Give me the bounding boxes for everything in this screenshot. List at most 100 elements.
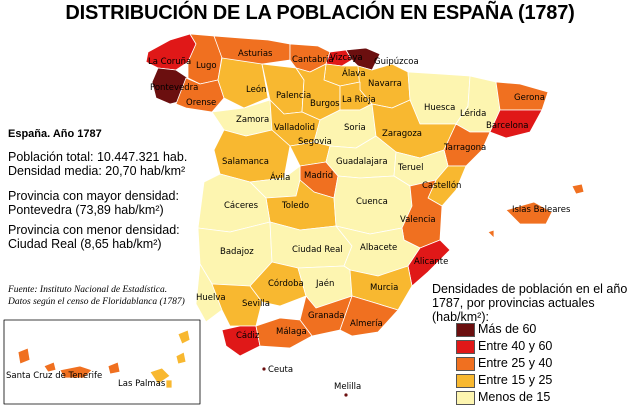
province-label-alicante: Alicante xyxy=(414,257,448,267)
province-label-alava: Álava xyxy=(342,67,366,79)
province-almeria xyxy=(339,295,399,337)
province-label-lugo: Lugo xyxy=(196,61,217,71)
province-label-teruel: Teruel xyxy=(397,163,423,173)
island-shape xyxy=(177,329,191,345)
province-orense xyxy=(175,77,225,113)
province-malaga xyxy=(255,317,313,349)
province-label-malaga: Málaga xyxy=(276,327,307,337)
province-leon xyxy=(217,57,269,109)
province-label-valladolid: Valladolid xyxy=(274,123,315,133)
province-label-palencia: Palencia xyxy=(276,91,311,101)
province-label-santa-cruz-de-tenerife: Santa Cruz de Tenerife xyxy=(6,371,102,381)
province-label-navarra: Navarra xyxy=(368,79,402,89)
legend-swatch xyxy=(456,323,475,337)
province-label-islas-baleares: Islas Baleares xyxy=(512,205,571,215)
province-label-avila: Ávila xyxy=(270,171,290,183)
province-label-valencia: Valencia xyxy=(400,215,436,225)
province-label-cordoba: Córdoba xyxy=(268,278,304,289)
province-label-almeria: Almería xyxy=(350,319,383,329)
legend-label: Entre 40 y 60 xyxy=(478,339,553,353)
island-shape xyxy=(571,183,585,195)
province-label-vizcaya: Vizcaya xyxy=(330,53,363,63)
info-population: Población total: 10.447.321 hab. xyxy=(8,150,188,164)
province-ceuta-marker xyxy=(261,366,267,372)
province-label-orense: Orense xyxy=(186,98,216,108)
island-shape xyxy=(17,347,31,365)
legend-swatch xyxy=(456,357,475,371)
province-label-burgos: Burgos xyxy=(310,99,340,109)
province-label-asturias: Asturias xyxy=(238,49,273,59)
info-min-value: Ciudad Real (8,65 hab/km²) xyxy=(8,237,162,251)
legend-label: Entre 25 y 40 xyxy=(478,356,553,370)
province-label-cantabria: Cantabria xyxy=(292,55,334,65)
canary-inset-frame xyxy=(3,319,201,405)
info-min-label: Provincia con menor densidad: xyxy=(8,223,180,237)
province-label-guipuzcoa: Guipúzcoa xyxy=(374,57,419,67)
legend-item: Menos de 15 xyxy=(456,390,551,405)
legend-title: Densidades de población en el año 1787, … xyxy=(432,282,628,324)
province-label-melilla: Melilla xyxy=(334,382,361,392)
province-label-gerona: Gerona xyxy=(514,93,545,103)
legend-label: Entre 15 y 25 xyxy=(478,373,553,387)
province-label-madrid: Madrid xyxy=(304,171,333,181)
legend-item: Entre 25 y 40 xyxy=(456,356,553,371)
province-label-badajoz: Badajoz xyxy=(220,247,254,257)
legend-item: Entre 15 y 25 xyxy=(456,373,553,388)
province-label-sevilla: Sevilla xyxy=(242,299,270,309)
province-melilla-marker xyxy=(343,392,349,398)
province-label-albacete: Albacete xyxy=(360,243,397,253)
legend-label: Menos de 15 xyxy=(478,390,551,404)
province-label-ceuta: Ceuta xyxy=(268,365,293,375)
province-vizcaya xyxy=(325,49,353,67)
province-label-caceres: Cáceres xyxy=(224,201,259,211)
province-label-castellon: Castellón xyxy=(422,180,461,191)
province-label-barcelona: Barcelona xyxy=(486,121,528,131)
province-label-segovia: Segovia xyxy=(298,137,332,147)
province-label-cuenca: Cuenca xyxy=(356,197,388,207)
info-max-value: Pontevedra (73,89 hab/km²) xyxy=(8,203,164,217)
province-label-zamora: Zamora xyxy=(236,115,269,125)
province-las-palmas xyxy=(149,367,171,385)
island-shape xyxy=(487,229,495,239)
info-max-label: Provincia con mayor densidad: xyxy=(8,189,179,203)
province-label-huesca: Huesca xyxy=(424,103,455,113)
province-label-huelva: Huelva xyxy=(196,293,226,303)
province-label-soria: Soria xyxy=(344,123,366,133)
province-label-toledo: Toledo xyxy=(281,201,309,211)
island-shape xyxy=(175,351,187,365)
province-label-leon: León xyxy=(246,84,266,95)
province-label-pontevedra: Pontevedra xyxy=(150,83,198,93)
legend-item: Más de 60 xyxy=(456,322,537,337)
island-shape xyxy=(107,361,121,375)
province-label-lerida: Lérida xyxy=(460,108,486,119)
province-label-zaragoza: Zaragoza xyxy=(382,129,422,139)
province-label-cadiz: Cádiz xyxy=(236,331,260,341)
island-shape xyxy=(43,361,57,373)
legend-swatch xyxy=(456,340,475,354)
province-label-murcia: Murcia xyxy=(370,283,398,293)
province-islas-baleares xyxy=(505,201,553,225)
province-huelva xyxy=(195,263,223,323)
map-title: DISTRIBUCIÓN DE LA POBLACIÓN EN ESPAÑA (… xyxy=(65,2,575,24)
province-label-granada: Granada xyxy=(308,311,345,321)
legend-item: Entre 40 y 60 xyxy=(456,339,553,354)
info-density: Densidad media: 20,70 hab/km² xyxy=(8,164,186,178)
source-line-1: Fuente: Instituto Nacional de Estadístic… xyxy=(8,285,168,295)
legend-label: Más de 60 xyxy=(478,322,537,336)
province-label-tarragona: Tarragona xyxy=(443,143,486,153)
province-label-salamanca: Salamanca xyxy=(222,157,269,167)
province-label-ciudad-real: Ciudad Real xyxy=(292,245,343,255)
source-line-2: Datos según el censo de Floridablanca (1… xyxy=(8,297,185,307)
source-note: Fuente: Instituto Nacional de Estadístic… xyxy=(8,284,185,308)
info-heading: España. Año 1787 xyxy=(8,128,102,140)
province-label-la-coruna: La Coruña xyxy=(148,57,191,67)
legend-swatch xyxy=(456,374,475,388)
province-label-jaen: Jaén xyxy=(315,278,334,289)
legend-swatch xyxy=(456,391,475,405)
island-shape xyxy=(165,379,173,389)
province-label-las-palmas: Las Palmas xyxy=(118,379,166,389)
province-santa-cruz-de-tenerife xyxy=(59,365,93,379)
province-label-guadalajara: Guadalajara xyxy=(336,157,388,167)
province-label-la-rioja: La Rioja xyxy=(342,95,376,105)
